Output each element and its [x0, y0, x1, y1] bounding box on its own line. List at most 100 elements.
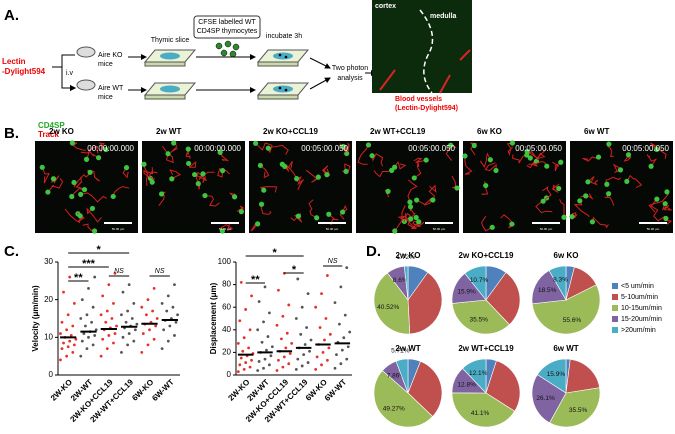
track	[661, 203, 673, 211]
y-tick-label: 20	[222, 348, 231, 357]
cell	[423, 157, 429, 163]
data-point	[104, 320, 108, 324]
data-point	[305, 326, 309, 329]
data-point	[309, 338, 313, 342]
data-point	[260, 340, 264, 344]
data-point	[132, 302, 136, 305]
scale-label: 50.00 µm	[647, 227, 660, 231]
data-point	[333, 301, 337, 305]
data-point	[174, 320, 178, 324]
data-point	[120, 313, 123, 317]
data-point	[176, 313, 179, 317]
data-point	[120, 351, 123, 354]
data-point	[257, 360, 261, 363]
cell	[462, 153, 468, 159]
data-point	[244, 361, 248, 364]
data-point	[74, 337, 78, 341]
cell	[165, 151, 171, 157]
data-point	[339, 285, 343, 289]
track	[526, 151, 546, 161]
track	[512, 154, 527, 164]
cell	[295, 213, 302, 219]
slice-label: 26.1%	[536, 395, 555, 402]
data-point	[242, 367, 246, 371]
cell	[89, 205, 96, 212]
track	[481, 215, 493, 232]
data-point	[277, 288, 280, 292]
cell	[624, 178, 630, 185]
y-tick-label: 0	[227, 370, 232, 379]
slice-label: 49.27%	[383, 405, 405, 412]
step-label: incubate 3h	[266, 33, 302, 40]
image-title: 6w WT	[584, 127, 609, 136]
data-point	[324, 317, 328, 320]
track	[41, 167, 50, 184]
x-tick-label: 6W-WT	[323, 377, 348, 402]
mouse-icon	[76, 79, 96, 91]
data-point	[146, 298, 150, 302]
track	[98, 142, 107, 153]
cell	[411, 175, 417, 181]
scale-label: 50.00 µm	[112, 227, 125, 231]
data-point	[62, 341, 65, 345]
data-point	[348, 330, 352, 334]
pie-slice	[548, 265, 567, 302]
track	[371, 153, 384, 167]
data-point	[327, 346, 331, 350]
data-point	[287, 303, 291, 307]
label-box	[193, 15, 261, 39]
pie-title: 2w WT+CCL19	[458, 344, 514, 353]
legend-label: 5-10um/min	[621, 294, 658, 301]
data-point	[238, 319, 242, 323]
cells-label: CD4SP thymocytes	[197, 28, 258, 35]
cell	[577, 198, 583, 204]
cell	[414, 197, 420, 203]
pie-slice	[549, 387, 601, 428]
slice-dish	[143, 49, 197, 100]
scale-label: 50.00 µm	[540, 227, 553, 231]
data-point	[94, 328, 98, 332]
region-label: medulla	[430, 13, 457, 20]
data-point	[302, 353, 306, 357]
legend-label: 15-20um/min	[621, 316, 662, 323]
track	[506, 142, 514, 156]
cell	[253, 140, 259, 146]
data-point	[303, 343, 307, 346]
track	[357, 144, 369, 165]
cell	[87, 169, 93, 175]
cell	[654, 196, 660, 202]
slice-label: 15.9%	[457, 289, 476, 296]
data-point	[59, 358, 62, 362]
data-point	[152, 337, 156, 341]
x-tick-label: 6W-WT	[150, 377, 175, 402]
track	[559, 199, 565, 218]
data-point	[300, 364, 304, 368]
image-title: 2w KO	[49, 127, 74, 136]
data-point	[65, 328, 69, 332]
cells-label: CFSE labelled WT	[198, 19, 256, 26]
data-point	[275, 369, 279, 372]
cell	[606, 141, 612, 147]
data-point	[281, 365, 285, 369]
slice-label: 55.6%	[563, 317, 582, 324]
track	[394, 160, 407, 170]
cell	[340, 143, 346, 150]
data-point	[299, 332, 303, 336]
track	[75, 176, 85, 191]
track	[194, 174, 208, 183]
data-point	[126, 309, 130, 313]
data-point	[79, 317, 83, 320]
track	[260, 165, 270, 178]
data-point	[308, 349, 311, 353]
data-point	[337, 322, 341, 326]
data-point	[168, 324, 172, 328]
data-point	[281, 314, 285, 318]
cell	[314, 215, 320, 221]
arrow	[309, 57, 331, 69]
data-point	[59, 332, 62, 335]
data-point	[340, 348, 344, 352]
data-point	[288, 352, 292, 355]
data-point	[248, 365, 252, 369]
data-point	[126, 343, 130, 347]
scale-label: 50.00 µm	[433, 227, 446, 231]
